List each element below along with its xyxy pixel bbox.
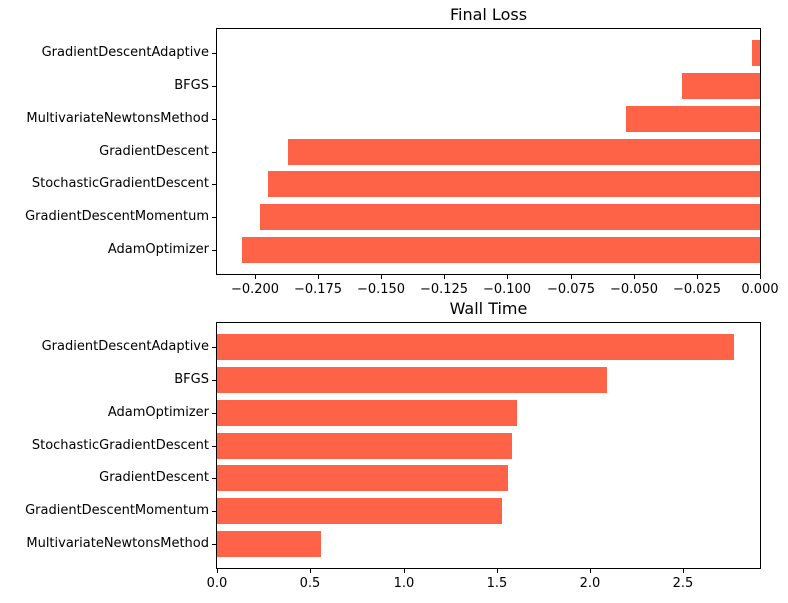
bar-MultivariateNewtonsMethod [626,106,760,132]
bar-BFGS [217,367,607,393]
x-tick-mark [497,569,498,573]
chart-title-wall-time: Wall Time [449,299,528,318]
y-tick-mark [212,413,216,414]
x-tick-mark [255,275,256,279]
y-tick-mark [212,511,216,512]
chart-title-final-loss: Final Loss [449,5,528,24]
x-tick-mark [571,275,572,279]
x-tick-mark [404,569,405,573]
bar-BFGS [682,73,760,99]
category-label: BFGS [174,78,209,93]
bar-AdamOptimizer [217,400,517,426]
x-tick-label: −0.100 [482,282,532,297]
x-tick-mark [444,275,445,279]
x-tick-label: −0.075 [546,282,596,297]
x-tick-mark [310,569,311,573]
bar-GradientDescentAdaptive [752,40,760,66]
bar-GradientDescentAdaptive [217,334,734,360]
bar-StochasticGradientDescent [217,433,512,459]
category-label: BFGS [174,372,209,387]
y-tick-mark [212,478,216,479]
x-tick-mark [217,569,218,573]
category-label: MultivariateNewtonsMethod [26,111,209,126]
category-label: GradientDescentMomentum [25,209,209,224]
bar-GradientDescentMomentum [260,204,760,230]
y-tick-mark [212,86,216,87]
x-tick-mark [760,275,761,279]
bar-GradientDescent [288,139,760,165]
bar-StochasticGradientDescent [268,171,760,197]
x-tick-label: −0.150 [356,282,406,297]
x-tick-label: −0.050 [609,282,659,297]
category-label: MultivariateNewtonsMethod [26,536,209,551]
bar-GradientDescent [217,465,508,491]
y-tick-mark [212,119,216,120]
x-tick-label: −0.175 [293,282,343,297]
category-label: GradientDescentAdaptive [41,339,209,354]
x-tick-label: 0.000 [741,282,779,297]
x-tick-label: 1.0 [393,576,415,591]
category-label: AdamOptimizer [107,242,209,257]
x-tick-mark [590,569,591,573]
y-tick-mark [212,152,216,153]
category-label: StochasticGradientDescent [31,438,209,453]
x-tick-label: 2.0 [579,576,601,591]
bar-AdamOptimizer [242,237,760,263]
y-tick-mark [212,446,216,447]
x-tick-mark [683,569,684,573]
category-label: StochasticGradientDescent [31,176,209,191]
y-tick-mark [212,217,216,218]
category-label: GradientDescentMomentum [25,503,209,518]
category-label: GradientDescent [99,144,209,159]
x-tick-label: 0.5 [299,576,321,591]
x-tick-mark [318,275,319,279]
y-tick-mark [212,53,216,54]
x-tick-mark [634,275,635,279]
x-tick-label: −0.025 [672,282,722,297]
x-tick-mark [507,275,508,279]
category-label: AdamOptimizer [107,405,209,420]
x-tick-mark [381,275,382,279]
x-tick-label: 1.5 [486,576,508,591]
bar-GradientDescentMomentum [217,498,502,524]
bar-MultivariateNewtonsMethod [217,531,321,557]
x-tick-label: 0.0 [206,576,228,591]
x-tick-label: −0.200 [230,282,280,297]
y-tick-mark [212,380,216,381]
y-tick-mark [212,347,216,348]
category-label: GradientDescent [99,470,209,485]
x-tick-label: −0.125 [419,282,469,297]
y-tick-mark [212,250,216,251]
x-tick-mark [697,275,698,279]
category-label: GradientDescentAdaptive [41,45,209,60]
y-tick-mark [212,184,216,185]
x-tick-label: 2.5 [672,576,694,591]
y-tick-mark [212,544,216,545]
